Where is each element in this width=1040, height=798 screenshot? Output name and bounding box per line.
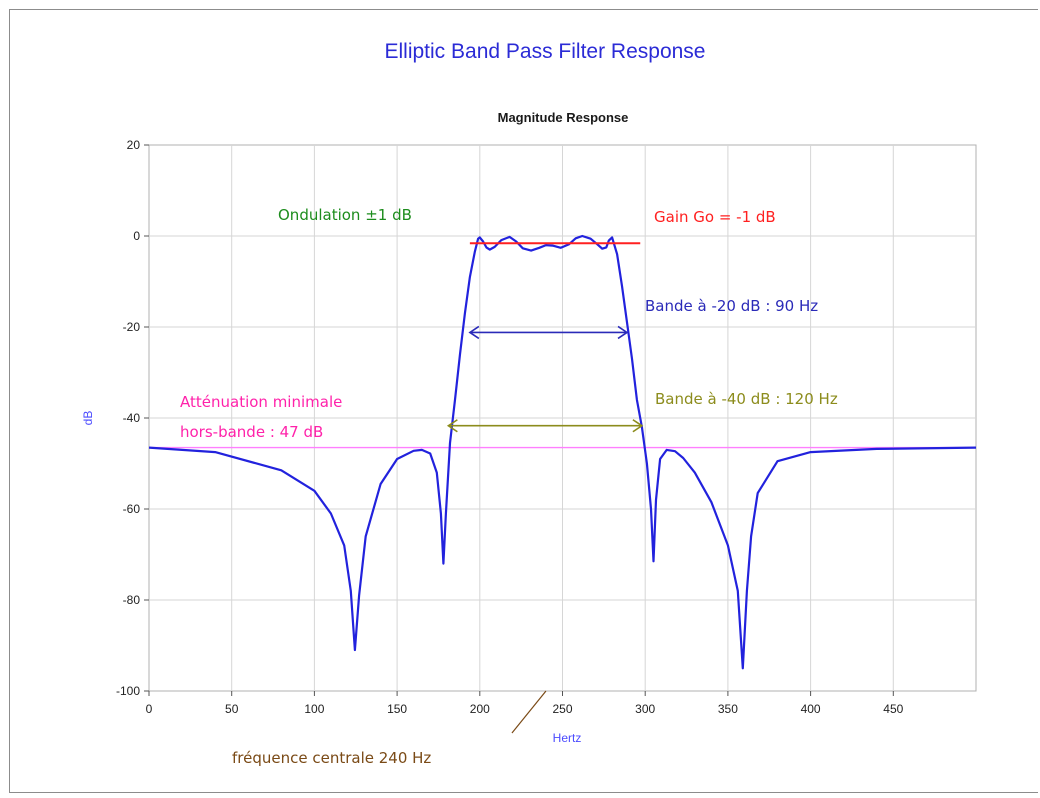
arrow-head-right: [617, 325, 629, 340]
stopband-annotation-line2: hors-bande : 47 dB: [180, 423, 323, 441]
band-40db-arrow: [446, 419, 644, 433]
x-tick-label: 450: [883, 702, 903, 716]
band-40db-annotation: Bande à -40 dB : 120 Hz: [655, 390, 838, 408]
x-tick-label: 100: [304, 702, 324, 716]
x-tick-label: 150: [387, 702, 407, 716]
stopband-annotation-line1: Atténuation minimale: [180, 393, 342, 411]
x-tick-label: 400: [801, 702, 821, 716]
y-axis-label: dB: [81, 411, 95, 426]
band-20db-annotation: Bande à -20 dB : 90 Hz: [645, 297, 818, 315]
y-tick-label: -20: [123, 320, 141, 334]
band-20db-arrow: [468, 325, 629, 340]
x-axis-label: Hertz: [553, 731, 582, 745]
y-tick-label: 20: [127, 138, 141, 152]
chart-subtitle: Magnitude Response: [498, 110, 629, 125]
x-tick-label: 200: [470, 702, 490, 716]
tick-labels: 0 50 100 150 200 250 300 350 400 450200-20-40-60-…: [116, 138, 904, 716]
center-frequency-pointer: [511, 690, 547, 734]
series-line: [149, 234, 976, 670]
x-tick-label: 300: [635, 702, 655, 716]
center-frequency-annotation: fréquence centrale 240 Hz: [232, 749, 431, 767]
y-tick-label: -80: [123, 593, 141, 607]
y-tick-label: -60: [123, 502, 141, 516]
y-tick-label: -40: [123, 411, 141, 425]
x-tick-label: 350: [718, 702, 738, 716]
gain-annotation: Gain Go = -1 dB: [654, 208, 776, 226]
y-tick-label: 0: [133, 229, 140, 243]
x-tick-label: 250: [552, 702, 572, 716]
arrow-head-left: [468, 325, 480, 340]
grid: [144, 144, 976, 696]
x-tick-label: 0: [146, 702, 153, 716]
x-tick-label: 50: [225, 702, 239, 716]
y-tick-label: -100: [116, 684, 140, 698]
arrow-head-right: [632, 419, 644, 433]
arrow-head-left: [446, 419, 458, 433]
chart-title: Elliptic Band Pass Filter Response: [385, 40, 706, 63]
ripple-annotation: Ondulation ±1 dB: [278, 206, 412, 224]
